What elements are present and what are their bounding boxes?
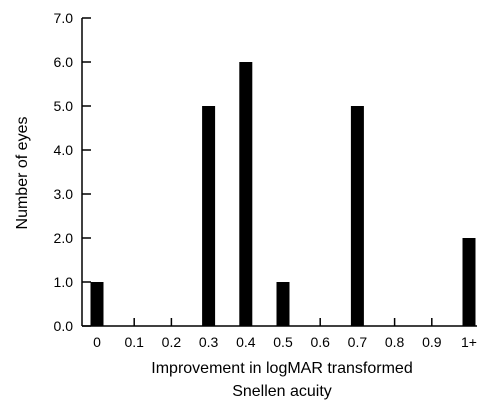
x-axis-ticks: 0 0.1 0.2 0.3 0.4 0.5 0.6 0.7 0.8 0.9 1+ bbox=[93, 318, 477, 350]
x-tick-label: 0.1 bbox=[124, 334, 144, 350]
y-tick-label: 4.0 bbox=[54, 142, 74, 158]
y-tick-label: 1.0 bbox=[54, 274, 74, 290]
x-tick-label: 1+ bbox=[461, 334, 477, 350]
bar-0.3 bbox=[202, 106, 216, 326]
y-tick-label: 6.0 bbox=[54, 54, 74, 70]
x-axis-title-line-1: Improvement in logMAR transformed bbox=[151, 360, 412, 377]
y-tick-label: 2.0 bbox=[54, 230, 74, 246]
y-tick-label: 7.0 bbox=[54, 10, 74, 26]
x-tick-label: 0.4 bbox=[236, 334, 256, 350]
bar-0.5 bbox=[276, 282, 290, 326]
x-tick-label: 0.7 bbox=[348, 334, 368, 350]
x-tick-label: 0.2 bbox=[162, 334, 182, 350]
bar-0.4 bbox=[239, 62, 253, 326]
x-tick-label: 0.6 bbox=[310, 334, 330, 350]
bars bbox=[90, 62, 476, 326]
x-axis-title-line-2: Snellen acuity bbox=[232, 383, 332, 400]
y-axis-title: Number of eyes bbox=[14, 117, 31, 230]
x-tick-label: 0.5 bbox=[273, 334, 293, 350]
y-tick-label: 5.0 bbox=[54, 98, 74, 114]
y-axis-ticks: 0.0 1.0 2.0 3.0 4.0 5.0 6.0 7.0 bbox=[54, 10, 91, 334]
bar-1+ bbox=[462, 238, 476, 326]
y-tick-label: 0.0 bbox=[54, 318, 74, 334]
x-tick-label: 0 bbox=[93, 334, 101, 350]
bar-0 bbox=[90, 282, 104, 326]
x-tick-label: 0.9 bbox=[422, 334, 442, 350]
bar-0.7 bbox=[350, 106, 364, 326]
x-tick-label: 0.8 bbox=[385, 334, 405, 350]
x-tick-label: 0.3 bbox=[199, 334, 219, 350]
y-tick-label: 3.0 bbox=[54, 186, 74, 202]
